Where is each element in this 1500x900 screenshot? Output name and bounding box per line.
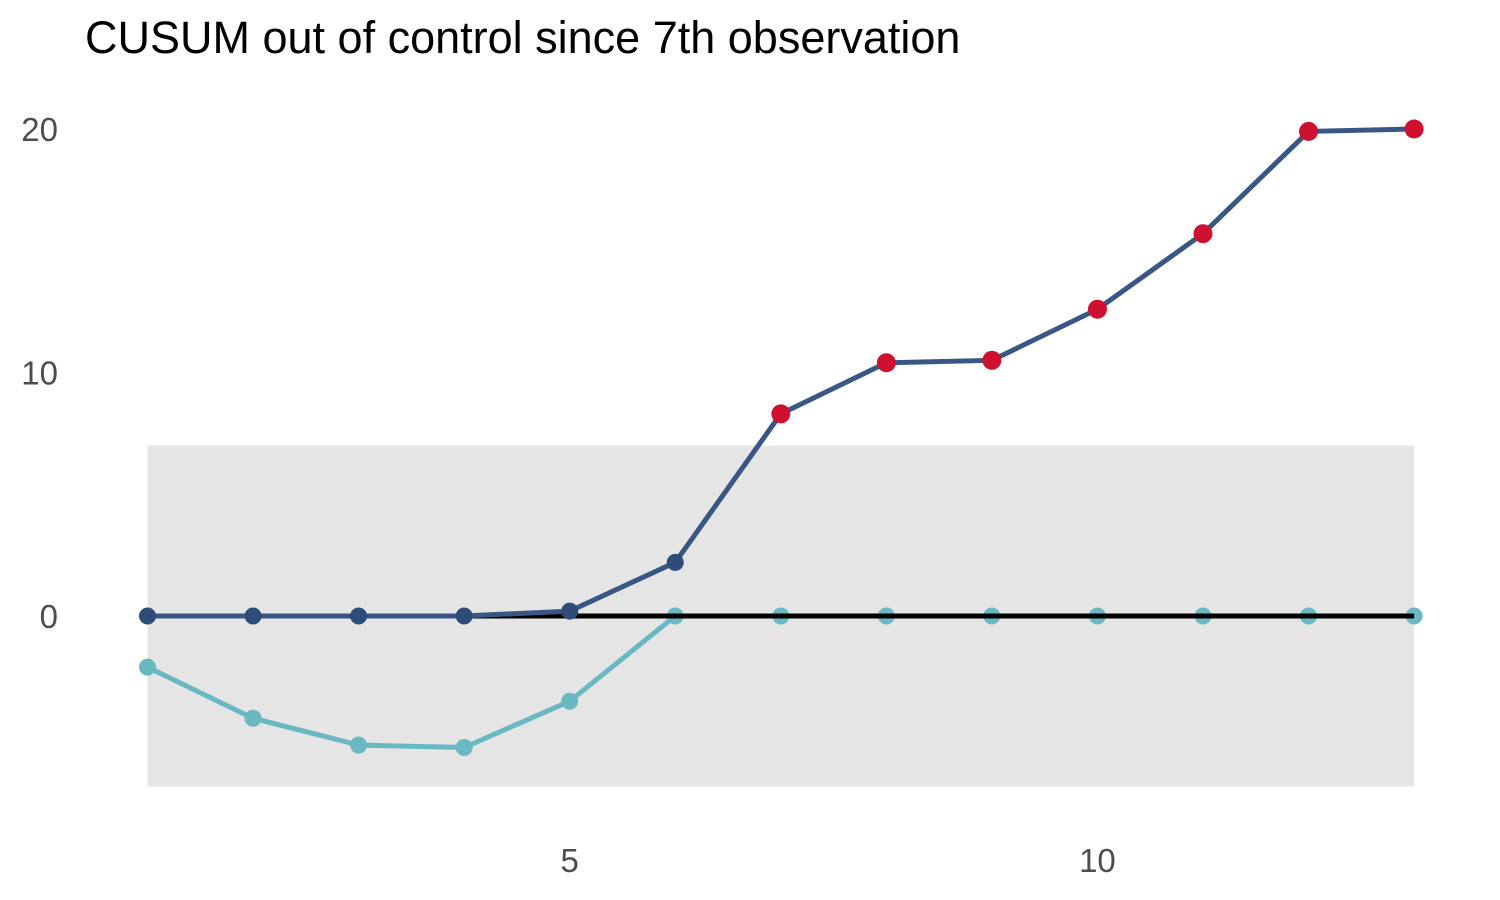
upper-cusum-point: [455, 607, 473, 625]
lower-cusum-point: [244, 709, 262, 727]
x-axis-tick-label: 5: [561, 842, 579, 879]
x-axis-tick-label: 10: [1079, 842, 1116, 879]
y-axis-tick-label: 10: [21, 355, 58, 392]
lower-cusum-point: [561, 692, 579, 710]
out-of-control-point: [771, 404, 791, 424]
chart-title: CUSUM out of control since 7th observati…: [85, 12, 961, 63]
out-of-control-point: [1404, 119, 1424, 139]
upper-cusum-point: [666, 553, 684, 571]
out-of-control-point: [1087, 299, 1107, 319]
upper-cusum-point: [350, 607, 368, 625]
out-of-control-point: [982, 350, 1002, 370]
upper-cusum-point: [561, 602, 579, 620]
lower-cusum-point: [139, 658, 156, 676]
out-of-control-point: [1193, 224, 1213, 244]
upper-cusum-point: [139, 607, 156, 625]
lower-cusum-point: [350, 736, 368, 754]
upper-cusum-point: [244, 607, 262, 625]
out-of-control-point: [876, 353, 896, 373]
lower-cusum-point: [455, 738, 473, 756]
out-of-control-point: [1299, 121, 1319, 141]
y-axis-tick-label: 20: [21, 111, 58, 148]
y-axis-tick-label: 0: [40, 598, 58, 635]
